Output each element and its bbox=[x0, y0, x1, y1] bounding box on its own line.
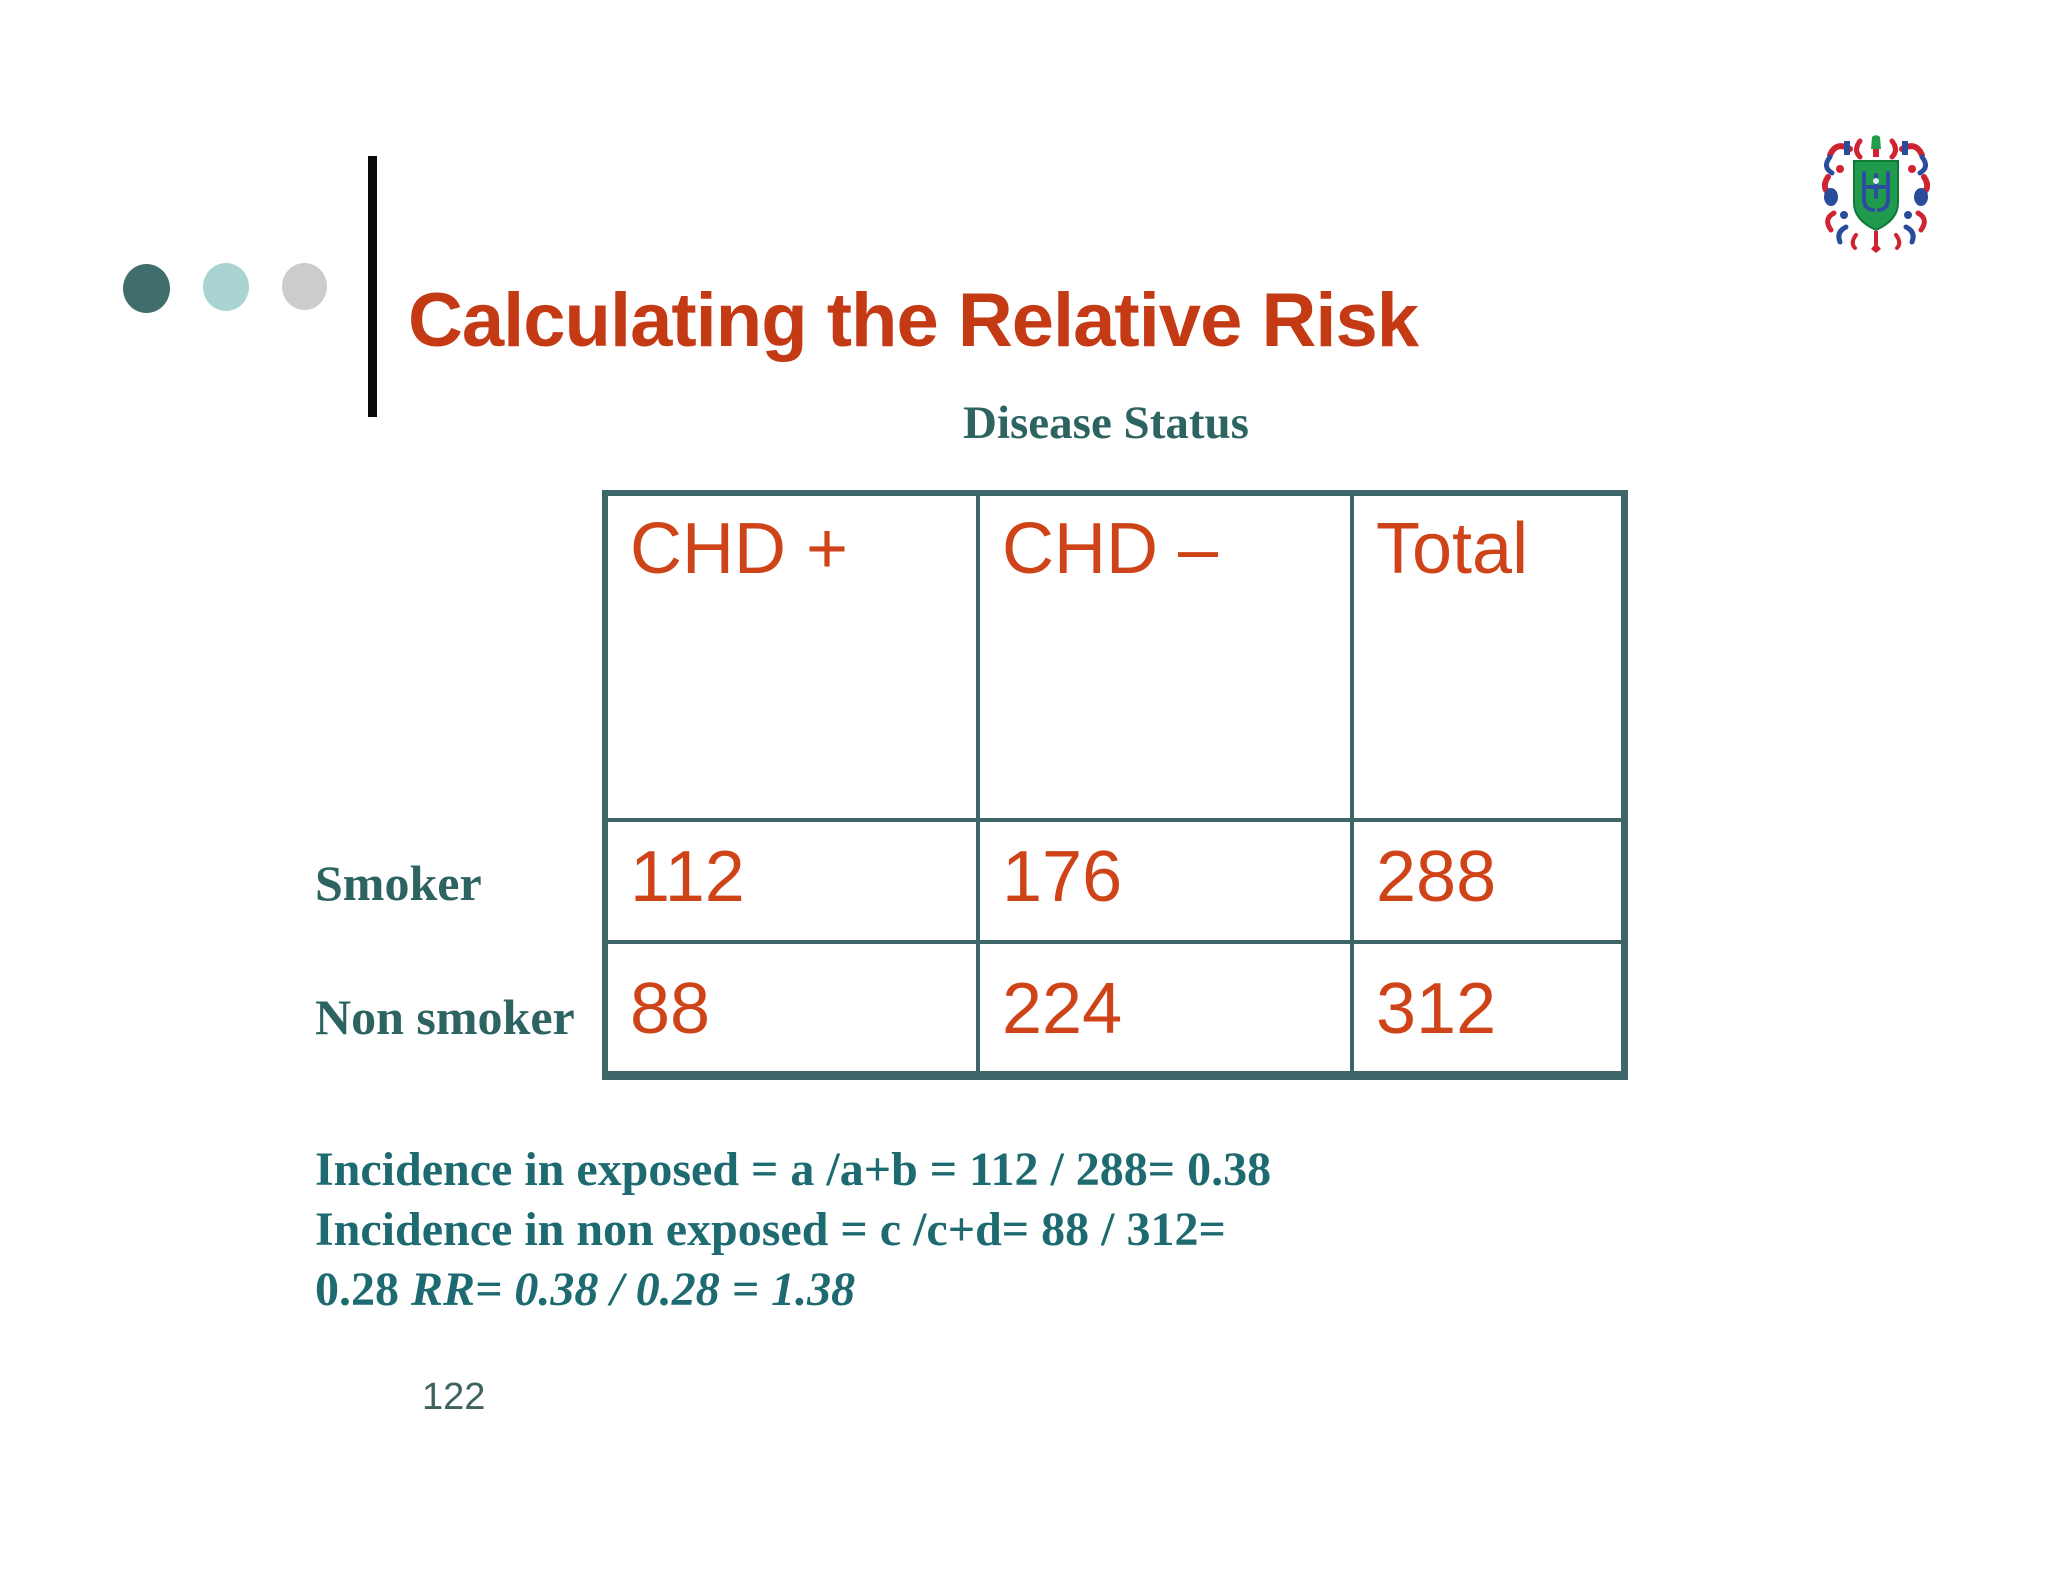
table-cell-nonsmoker-chd-neg: 224 bbox=[980, 940, 1354, 1071]
title-divider-line bbox=[368, 156, 377, 417]
incidence-non-exposed-line: Incidence in non exposed = c /c+d= 88 / … bbox=[315, 1203, 1226, 1256]
table-cell-smoker-chd-neg: 176 bbox=[980, 818, 1354, 940]
relative-risk-line: 0.28 RR= 0.38 / 0.28 = 1.38 bbox=[315, 1260, 1495, 1320]
table-cell-nonsmoker-total: 312 bbox=[1354, 940, 1621, 1071]
incidence-exposed-line: Incidence in exposed = a /a+b = 112 / 28… bbox=[315, 1143, 1272, 1196]
university-crest-icon bbox=[1821, 135, 1932, 253]
bullet-dot-gray-icon bbox=[282, 263, 327, 310]
row-label-non-smoker: Non smoker bbox=[315, 989, 575, 1045]
table-header-chd-neg: CHD – bbox=[980, 496, 1354, 818]
row-label-smoker: Smoker bbox=[315, 855, 482, 911]
table-cell-nonsmoker-chd-pos: 88 bbox=[608, 940, 980, 1071]
table-super-header: Disease Status bbox=[963, 397, 1249, 449]
table-header-total: Total bbox=[1376, 509, 1529, 589]
bullet-dot-teal-icon bbox=[203, 263, 249, 311]
table-cell-smoker-total: 288 bbox=[1354, 818, 1621, 940]
rr-line-formula: RR= 0.38 / 0.28 = 1.38 bbox=[411, 1263, 856, 1316]
page-number: 122 bbox=[422, 1376, 486, 1418]
incidence-notes-block: Incidence in exposed = a /a+b = 112 / 28… bbox=[315, 1140, 1495, 1320]
table-cell-smoker-chd-pos: 112 bbox=[608, 818, 980, 940]
rr-line-prefix: 0.28 bbox=[315, 1263, 411, 1316]
table-header-chd-pos: CHD + bbox=[608, 496, 980, 818]
bullet-dot-dark-icon bbox=[123, 264, 170, 313]
risk-table: CHD + CHD – Total 112 176 288 88 224 312 bbox=[602, 490, 1628, 1080]
slide-title: Calculating the Relative Risk bbox=[408, 277, 1419, 363]
